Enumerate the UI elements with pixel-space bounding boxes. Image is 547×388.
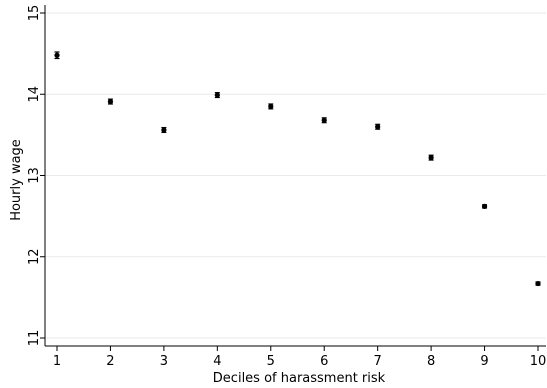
x-tick-label: 3	[160, 354, 168, 369]
y-tick-label: 12	[27, 248, 42, 265]
grid-lines	[45, 12, 546, 339]
data-point	[428, 155, 434, 161]
x-tick-label: 4	[213, 354, 221, 369]
data-point	[321, 117, 327, 123]
data-point	[375, 124, 381, 130]
x-tick-label: 2	[106, 354, 114, 369]
error-bars	[54, 51, 541, 286]
x-tick-label: 8	[427, 354, 435, 369]
x-axis-title: Deciles of harassment risk	[213, 371, 386, 386]
y-axis: 11 12 13 14 15	[27, 5, 46, 347]
x-tick-label: 1	[53, 354, 61, 369]
y-tick-label: 11	[27, 330, 42, 347]
x-tick-label: 9	[480, 354, 488, 369]
data-point	[481, 203, 488, 209]
data-point	[268, 103, 274, 110]
x-tick-label: 5	[267, 354, 275, 369]
x-axis: 1 2 3 4 5 6 7 8 9 10	[45, 345, 547, 369]
data-point	[535, 280, 541, 287]
y-tick-label: 15	[27, 5, 42, 22]
y-tick-label: 13	[27, 167, 42, 184]
data-point	[161, 127, 167, 133]
y-tick-label: 14	[27, 86, 42, 103]
y-axis-title: Hourly wage	[9, 139, 24, 221]
x-tick-label: 7	[374, 354, 382, 369]
data-points	[54, 52, 541, 287]
x-tick-label: 6	[320, 354, 328, 369]
data-point	[54, 52, 60, 58]
x-tick-label: 10	[530, 354, 547, 369]
data-point	[107, 98, 114, 105]
data-point	[214, 92, 220, 98]
